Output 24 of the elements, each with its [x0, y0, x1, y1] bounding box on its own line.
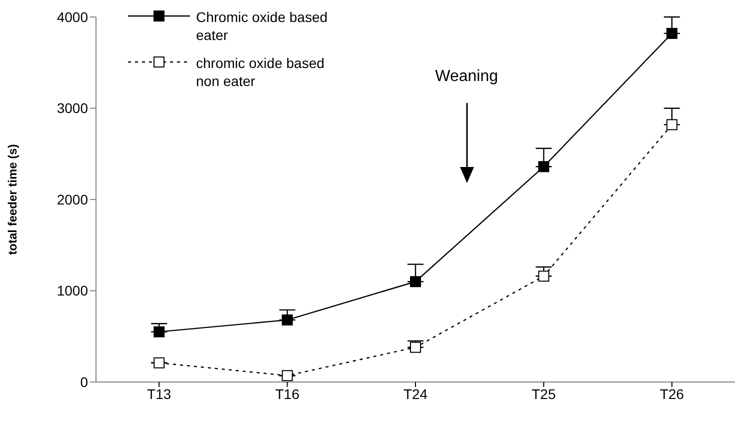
y-axis-title: total feeder time (s)	[5, 144, 20, 255]
point	[666, 28, 678, 39]
point	[666, 119, 678, 130]
y-tick-label: 4000	[56, 8, 88, 25]
point	[538, 161, 550, 172]
point	[154, 326, 165, 338]
point	[410, 342, 421, 353]
point	[154, 357, 165, 368]
x-tick-label: T16	[275, 386, 300, 402]
legend-label: Chromic oxide based eater	[196, 8, 329, 44]
x-tick-label: T13	[147, 386, 172, 402]
x-tick-label: T26	[660, 386, 684, 402]
y-tick-label: 0	[80, 374, 88, 390]
y-tick-label: 3000	[56, 100, 88, 116]
legend-label: chromic oxide based non eater	[196, 54, 326, 90]
annotation: Weaning	[434, 68, 500, 86]
point	[282, 370, 293, 382]
x-tick-label: T24	[403, 386, 428, 402]
point	[410, 276, 421, 288]
x-tick-label: T25	[532, 386, 556, 402]
y-tick-label: 2000	[56, 191, 88, 208]
point	[538, 270, 550, 282]
y-tick-label: 1000	[56, 282, 88, 299]
point	[282, 314, 293, 326]
